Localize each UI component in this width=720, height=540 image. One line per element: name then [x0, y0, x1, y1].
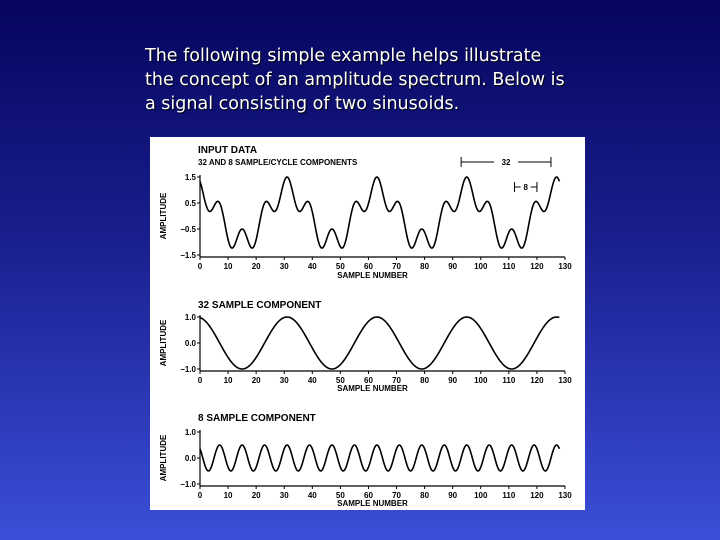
x-tick-label: 10: [224, 262, 233, 271]
x-axis-label: SAMPLE NUMBER: [337, 499, 408, 508]
chart-panel-2: 32 SAMPLE COMPONENT 0 10 20 30 40 50 60 70 80 90 10…: [159, 300, 572, 393]
y-tick-label: −1.0: [180, 480, 196, 489]
x-tick-label: 60: [364, 262, 373, 271]
y-tick-label: 1.5: [185, 173, 197, 182]
x-tick-label: 0: [198, 376, 203, 385]
x-tick-label: 110: [502, 491, 515, 500]
y-tick-label: 0.5: [185, 199, 197, 208]
x-tick-label: 130: [558, 262, 572, 271]
series-line-1: [199, 444, 561, 472]
period-annotation-8: 8: [513, 182, 538, 192]
x-tick-label: 10: [224, 376, 233, 385]
x-tick-label: 90: [448, 376, 457, 385]
x-tick-label: 40: [308, 491, 317, 500]
y-tick-label: 1.0: [185, 428, 197, 437]
x-tick-label: 100: [474, 491, 488, 500]
y-tick-label: −1.5: [180, 251, 196, 260]
x-tick-label: 10: [224, 491, 233, 500]
x-tick-label: 30: [280, 262, 289, 271]
x-tick-label: 0: [198, 491, 203, 500]
x-tick-label: 100: [474, 376, 488, 385]
x-tick-label: 0: [198, 262, 203, 271]
series-line-1: [199, 176, 561, 249]
chart-title: INPUT DATA: [198, 145, 257, 156]
y-tick-label: 1.0: [185, 313, 197, 322]
x-tick-label: 50: [336, 262, 345, 271]
annotation-label: 32: [502, 158, 511, 167]
y-tick-label: 0.0: [185, 339, 197, 348]
x-tick-label: 60: [364, 376, 373, 385]
slide-caption: The following simple example helps illus…: [145, 44, 605, 116]
x-tick-label: 130: [558, 491, 572, 500]
y-tick-label: 0.0: [185, 454, 197, 463]
caption-line-3: a signal consisting of two sinusoids.: [145, 94, 460, 114]
y-axis-label: AMPLITUDE: [159, 319, 168, 366]
x-tick-label: 120: [530, 376, 544, 385]
period-annotation-32: 32: [460, 157, 552, 167]
chart-title: 8 SAMPLE COMPONENT: [198, 413, 316, 424]
x-tick-label: 90: [448, 491, 457, 500]
x-tick-label: 70: [392, 491, 401, 500]
chart-subtitle: 32 AND 8 SAMPLE/CYCLE COMPONENTS: [198, 158, 358, 167]
y-tick-label: −1.0: [180, 365, 196, 374]
x-tick-label: 50: [336, 376, 345, 385]
x-tick-label: 60: [364, 491, 373, 500]
chart-panel-3: 8 SAMPLE COMPONENT 0 10 20 30 40 50 60 70 80 90 100…: [159, 413, 572, 508]
y-axis-label: AMPLITUDE: [159, 434, 168, 481]
series-line-1: [199, 316, 560, 370]
x-tick-label: 130: [558, 376, 572, 385]
x-tick-label: 50: [336, 491, 345, 500]
x-tick-label: 80: [420, 491, 429, 500]
x-tick-label: 30: [280, 376, 289, 385]
x-tick-label: 100: [474, 262, 488, 271]
x-axis-label: SAMPLE NUMBER: [337, 384, 408, 393]
x-tick-label: 40: [308, 262, 317, 271]
y-axis-label: AMPLITUDE: [159, 192, 168, 239]
annotation-label: 8: [523, 183, 528, 192]
y-tick-label: −0.5: [180, 225, 196, 234]
x-tick-label: 80: [420, 376, 429, 385]
caption-line-1: The following simple example helps illus…: [145, 46, 542, 66]
x-tick-label: 70: [392, 376, 401, 385]
x-axis-label: SAMPLE NUMBER: [337, 271, 408, 280]
x-tick-label: 120: [530, 262, 544, 271]
x-tick-label: 20: [252, 491, 261, 500]
chart-title: 32 SAMPLE COMPONENT: [198, 300, 321, 311]
waveform-figure: INPUT DATA 32 AND 8 SAMPLE/CYCLE COMPONEN…: [159, 145, 572, 508]
x-tick-label: 20: [252, 262, 261, 271]
x-tick-label: 90: [448, 262, 457, 271]
x-tick-label: 30: [280, 491, 289, 500]
caption-line-2: the concept of an amplitude spectrum. Be…: [145, 70, 565, 90]
figure-panel: INPUT DATA 32 AND 8 SAMPLE/CYCLE COMPONEN…: [150, 137, 585, 510]
x-tick-label: 110: [502, 262, 515, 271]
chart-panel-1: INPUT DATA 32 AND 8 SAMPLE/CYCLE COMPONEN…: [159, 145, 572, 280]
x-tick-label: 40: [308, 376, 317, 385]
x-tick-label: 120: [530, 491, 544, 500]
x-tick-label: 110: [502, 376, 515, 385]
x-tick-label: 70: [392, 262, 401, 271]
x-tick-label: 20: [252, 376, 261, 385]
x-tick-label: 80: [420, 262, 429, 271]
